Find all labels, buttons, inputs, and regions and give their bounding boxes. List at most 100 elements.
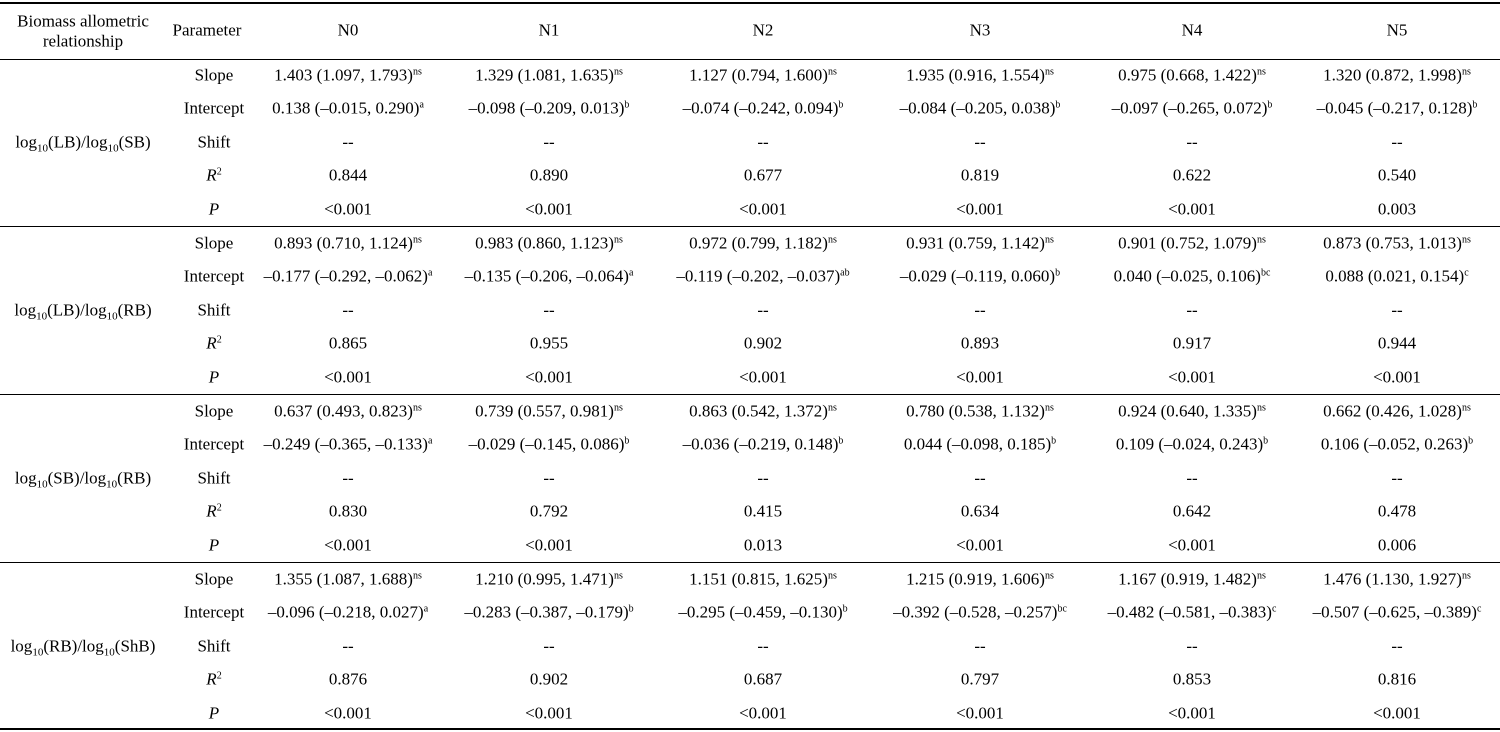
parameter-text: P — [208, 535, 220, 555]
table-cell: 1.935 (0.916, 1.554)ns — [906, 67, 1054, 84]
significance-letter: ns — [412, 234, 422, 246]
table-cell: -- — [342, 469, 353, 486]
cell-value: <0.001 — [1373, 703, 1421, 723]
table-cell: 0.006 — [1378, 536, 1416, 553]
cell-value: 0.816 — [1377, 669, 1417, 689]
parameter-text: Slope — [194, 401, 234, 421]
table-cell: 0.687 — [744, 671, 782, 688]
table-cell: 1.320 (0.872, 1.998)ns — [1323, 67, 1471, 84]
parameter-label: R2 — [206, 671, 221, 688]
table-cell: -- — [342, 637, 353, 654]
cell-value: –0.096 (–0.218, 0.027) — [267, 602, 424, 622]
table-cell: <0.001 — [324, 200, 372, 217]
table-cell: 1.127 (0.794, 1.600)ns — [689, 67, 837, 84]
cell-value: <0.001 — [956, 367, 1004, 387]
table-cell: –0.392 (–0.528, –0.257)bc — [893, 604, 1067, 621]
log-prefix: log — [85, 132, 108, 152]
header-parameter: Parameter — [172, 20, 242, 40]
cell-value: 1.210 (0.995, 1.471) — [475, 569, 614, 589]
cell-value: -- — [757, 300, 769, 320]
significance-letter: ns — [1044, 66, 1054, 78]
parameter-text: R — [206, 333, 217, 353]
cell-value: –0.045 (–0.217, 0.128) — [1316, 98, 1473, 118]
table-cell: –0.283 (–0.387, –0.179)b — [464, 604, 633, 621]
log-prefix: log — [10, 636, 33, 656]
table-cell: 0.924 (0.640, 1.335)ns — [1118, 403, 1266, 420]
cell-value: -- — [342, 468, 354, 488]
cell-value: <0.001 — [525, 367, 573, 387]
table-cell: -- — [1391, 469, 1402, 486]
table-cell: 0.106 (–0.052, 0.263)b — [1321, 436, 1473, 453]
parameter-text: Intercept — [183, 98, 245, 118]
cell-value: 0.830 — [328, 501, 368, 521]
cell-value: -- — [974, 132, 986, 152]
table-cell: 0.876 — [329, 671, 367, 688]
relationship-denominator: (RB) — [117, 468, 152, 488]
cell-value: -- — [1186, 132, 1198, 152]
table-cell: 1.476 (1.130, 1.927)ns — [1323, 571, 1471, 588]
cell-value: 0.944 — [1377, 333, 1417, 353]
header-relationship-line2: relationship — [42, 31, 124, 51]
table-cell: 0.040 (–0.025, 0.106)bc — [1114, 268, 1271, 285]
cell-value: <0.001 — [739, 367, 787, 387]
table-cell: -- — [1186, 637, 1197, 654]
significance-letter: ns — [827, 402, 837, 414]
parameter-label: Intercept — [184, 604, 244, 621]
significance-letter: a — [423, 603, 429, 615]
significance-letter: ns — [412, 402, 422, 414]
cell-value: <0.001 — [525, 703, 573, 723]
table-cell: 0.003 — [1378, 200, 1416, 217]
significance-letter: b — [838, 99, 844, 111]
relationship-label: log10(SB)/log10(RB) — [15, 468, 152, 490]
table-cell: –0.097 (–0.265, 0.072)b — [1112, 100, 1273, 117]
significance-letter: b — [1267, 99, 1273, 111]
log-base: 10 — [106, 478, 118, 491]
cell-value: 1.935 (0.916, 1.554) — [906, 65, 1045, 85]
table-cell: 1.403 (1.097, 1.793)ns — [274, 67, 422, 84]
cell-value: <0.001 — [1168, 535, 1216, 555]
parameter-label: P — [209, 536, 219, 553]
significance-letter: b — [624, 99, 630, 111]
significance-letter: ns — [827, 570, 837, 582]
cell-value: -- — [1186, 636, 1198, 656]
header-rule — [0, 59, 1500, 60]
table-cell: 0.677 — [744, 167, 782, 184]
cell-value: 0.902 — [529, 669, 569, 689]
cell-value: 0.478 — [1377, 501, 1417, 521]
cell-value: 0.975 (0.668, 1.422) — [1118, 65, 1257, 85]
cell-value: 0.662 (0.426, 1.028) — [1323, 401, 1462, 421]
cell-value: -- — [757, 468, 769, 488]
cell-value: 0.797 — [960, 669, 1000, 689]
significance-letter: bc — [1057, 603, 1067, 615]
cell-value: 0.955 — [529, 333, 569, 353]
cell-value: -- — [974, 636, 986, 656]
cell-value: -- — [342, 132, 354, 152]
table-cell: <0.001 — [739, 200, 787, 217]
table-cell: 0.830 — [329, 503, 367, 520]
significance-letter: bc — [1260, 267, 1271, 279]
cell-value: –0.029 (–0.119, 0.060) — [899, 266, 1056, 286]
cell-value: <0.001 — [324, 367, 372, 387]
table-cell: 0.853 — [1173, 671, 1211, 688]
table-cell: 0.642 — [1173, 503, 1211, 520]
cell-value: -- — [543, 300, 555, 320]
cell-value: 0.901 (0.752, 1.079) — [1118, 233, 1257, 253]
table-cell: 0.109 (–0.024, 0.243)b — [1116, 436, 1268, 453]
table-cell: <0.001 — [324, 536, 372, 553]
parameter-text: R — [206, 501, 217, 521]
significance-letter: ns — [827, 234, 837, 246]
cell-value: -- — [757, 636, 769, 656]
parameter-label: Slope — [195, 235, 234, 252]
cell-value: -- — [1391, 468, 1403, 488]
significance-letter: b — [1055, 267, 1061, 279]
log-base: 10 — [36, 478, 48, 491]
cell-value: 0.687 — [743, 669, 783, 689]
table-cell: –0.096 (–0.218, 0.027)a — [268, 604, 428, 621]
significance-letter: ns — [1461, 234, 1471, 246]
parameter-label: Slope — [195, 403, 234, 420]
table-cell: 0.780 (0.538, 1.132)ns — [906, 403, 1054, 420]
table-cell: –0.177 (–0.292, –0.062)a — [264, 268, 433, 285]
significance-letter: ns — [613, 66, 623, 78]
cell-value: <0.001 — [525, 535, 573, 555]
parameter-label: Intercept — [184, 436, 244, 453]
